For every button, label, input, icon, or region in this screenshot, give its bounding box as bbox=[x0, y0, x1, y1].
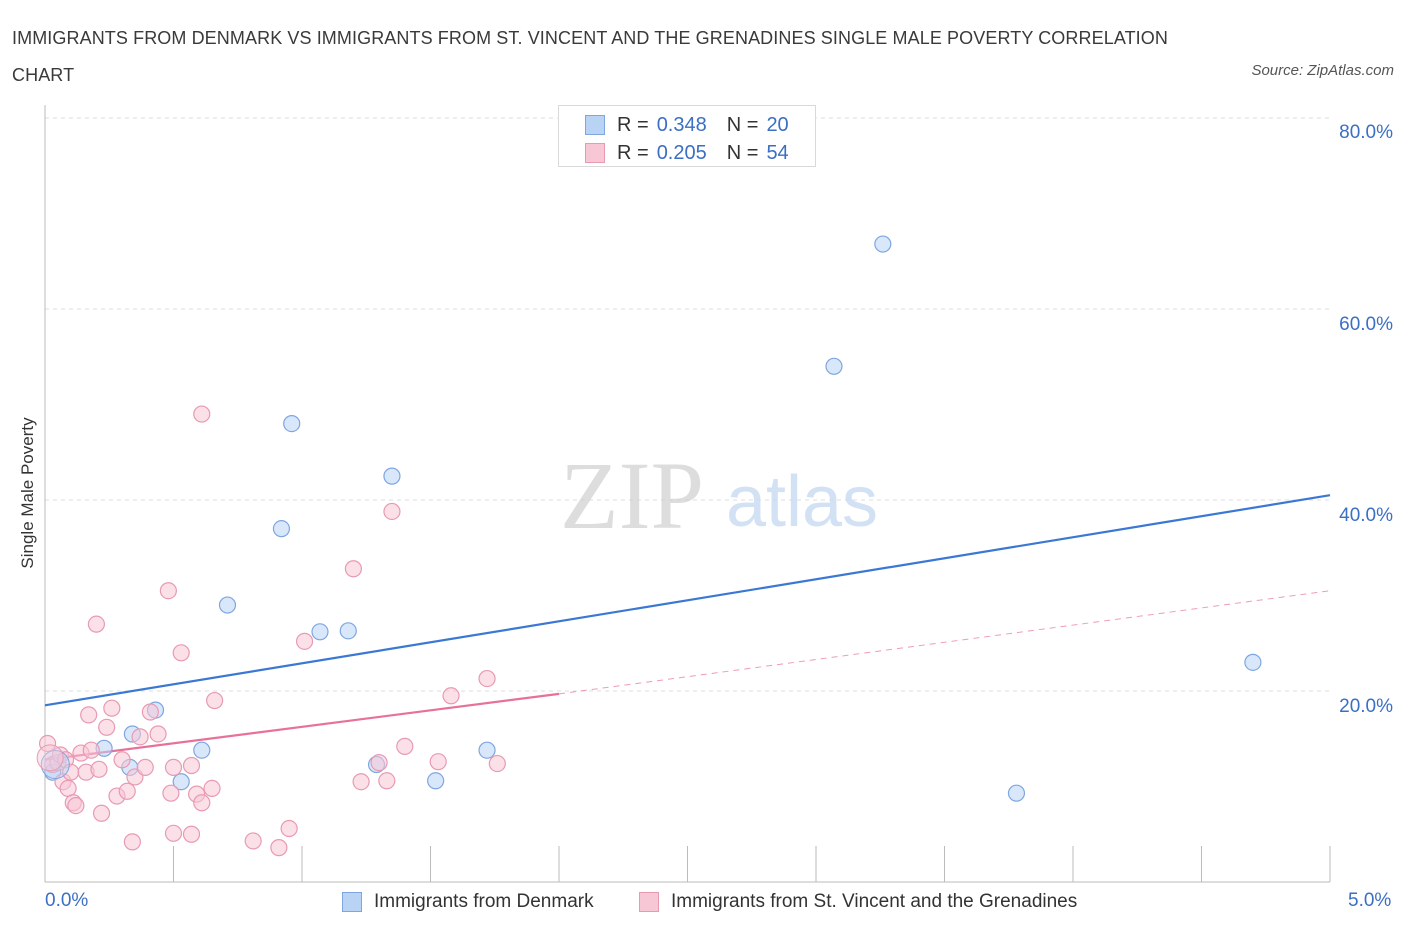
point-stvincent-12 bbox=[80, 706, 98, 724]
point-stvincent-27 bbox=[149, 725, 167, 743]
point-cluster-stvincent bbox=[36, 744, 64, 772]
y-tick-label-40: 40.0% bbox=[1339, 505, 1393, 526]
legend-item-stvincent: Immigrants from St. Vincent and the Gren… bbox=[639, 888, 1077, 916]
point-stvincent-24 bbox=[131, 728, 149, 746]
legend-swatch-stvincent bbox=[639, 892, 659, 912]
point-stvincent-29 bbox=[162, 784, 180, 802]
x-tick-label-min: 0.0% bbox=[45, 890, 89, 911]
point-denmark-8 bbox=[272, 520, 291, 538]
y-axis-label: Single Male Poverty bbox=[18, 417, 37, 569]
point-stvincent-39 bbox=[244, 832, 262, 850]
point-stvincent-17 bbox=[98, 718, 116, 736]
point-stvincent-9 bbox=[67, 796, 85, 815]
stats-legend: R = 0.348 N = 20 R = 0.205 N = 54 bbox=[558, 105, 816, 167]
point-stvincent-50 bbox=[442, 687, 460, 705]
point-stvincent-35 bbox=[193, 794, 211, 812]
source-label: Source: ZipAtlas.com bbox=[1251, 62, 1394, 79]
point-denmark-9 bbox=[283, 415, 301, 433]
point-denmark-17 bbox=[874, 235, 892, 253]
point-stvincent-15 bbox=[90, 760, 108, 778]
point-stvincent-48 bbox=[396, 737, 414, 755]
point-denmark-14 bbox=[427, 772, 445, 790]
point-stvincent-25 bbox=[136, 758, 154, 777]
point-denmark-16 bbox=[825, 357, 843, 375]
point-stvincent-37 bbox=[203, 779, 221, 798]
point-stvincent-36 bbox=[193, 405, 211, 423]
point-denmark-11 bbox=[339, 622, 357, 640]
n-value-stvincent: 54 bbox=[766, 141, 789, 164]
point-stvincent-13 bbox=[82, 741, 100, 759]
point-denmark-7 bbox=[218, 596, 237, 614]
point-denmark-13 bbox=[383, 467, 401, 485]
point-cluster-denmark bbox=[40, 750, 70, 780]
point-stvincent-52 bbox=[488, 754, 506, 773]
point-stvincent-0 bbox=[38, 734, 57, 753]
stats-legend-row-denmark: R = 0.348 N = 20 bbox=[585, 113, 789, 137]
r-value-denmark: 0.348 bbox=[656, 113, 707, 136]
point-stvincent-21 bbox=[118, 782, 136, 800]
point-denmark-5 bbox=[172, 773, 190, 791]
stats-legend-row-stvincent: R = 0.205 N = 54 bbox=[585, 141, 789, 165]
point-stvincent-32 bbox=[182, 825, 201, 843]
chart-title: IMMIGRANTS FROM DENMARK VS IMMIGRANTS FR… bbox=[12, 28, 1168, 85]
r-value-stvincent: 0.205 bbox=[656, 141, 707, 164]
point-stvincent-31 bbox=[172, 644, 190, 662]
point-stvincent-38 bbox=[206, 691, 224, 710]
r-label: R = bbox=[617, 113, 649, 136]
denmark-swatch bbox=[585, 115, 605, 135]
point-stvincent-47 bbox=[383, 502, 401, 521]
point-stvincent-51 bbox=[478, 669, 496, 688]
watermark: ZIP atlas bbox=[560, 442, 878, 549]
x-tick-label-max: 5.0% bbox=[1348, 890, 1392, 911]
grid-layer bbox=[45, 117, 1330, 692]
points-layer bbox=[36, 235, 1262, 857]
trend-line-extension-stvincent bbox=[558, 590, 1331, 695]
point-stvincent-6 bbox=[59, 779, 77, 798]
trend-line-denmark bbox=[44, 494, 1331, 707]
y-tick-label-60: 60.0% bbox=[1339, 314, 1393, 335]
trend-layer bbox=[44, 494, 1331, 761]
point-stvincent-46 bbox=[378, 772, 396, 790]
point-stvincent-45 bbox=[370, 754, 388, 772]
legend-label-stvincent: Immigrants from St. Vincent and the Gren… bbox=[671, 891, 1078, 912]
y-tick-label-20: 20.0% bbox=[1339, 696, 1393, 717]
watermark-atlas: atlas bbox=[726, 462, 878, 542]
stvincent-swatch bbox=[585, 143, 605, 163]
point-stvincent-43 bbox=[344, 560, 362, 578]
legend-swatch-denmark bbox=[342, 892, 362, 912]
n-value-denmark: 20 bbox=[766, 113, 789, 136]
point-stvincent-53 bbox=[164, 758, 183, 777]
point-stvincent-16 bbox=[92, 804, 111, 822]
point-stvincent-49 bbox=[429, 753, 447, 771]
point-denmark-6 bbox=[193, 741, 211, 759]
point-denmark-10 bbox=[311, 623, 329, 641]
point-stvincent-26 bbox=[141, 703, 159, 721]
watermark-zip: ZIP bbox=[560, 442, 704, 549]
n-label: N = bbox=[726, 113, 759, 136]
point-stvincent-41 bbox=[280, 819, 298, 838]
point-stvincent-20 bbox=[113, 751, 131, 769]
n-label: N = bbox=[726, 141, 759, 164]
point-stvincent-28 bbox=[159, 582, 177, 600]
trend-line-stvincent bbox=[44, 692, 560, 761]
point-stvincent-14 bbox=[87, 615, 106, 633]
legend-label-denmark: Immigrants from Denmark bbox=[374, 891, 594, 912]
point-denmark-19 bbox=[1244, 653, 1262, 671]
point-denmark-18 bbox=[1007, 784, 1026, 802]
point-stvincent-42 bbox=[295, 632, 314, 650]
y-tick-label-80: 80.0% bbox=[1339, 122, 1393, 143]
point-stvincent-30 bbox=[164, 824, 183, 842]
axis-layer bbox=[44, 105, 1331, 883]
point-stvincent-40 bbox=[270, 839, 288, 857]
point-stvincent-18 bbox=[103, 699, 121, 717]
point-stvincent-33 bbox=[182, 756, 201, 775]
point-stvincent-22 bbox=[123, 833, 141, 851]
legend-item-denmark: Immigrants from Denmark bbox=[342, 888, 594, 916]
point-stvincent-44 bbox=[352, 773, 370, 791]
point-denmark-15 bbox=[478, 741, 496, 759]
r-label: R = bbox=[617, 141, 649, 164]
